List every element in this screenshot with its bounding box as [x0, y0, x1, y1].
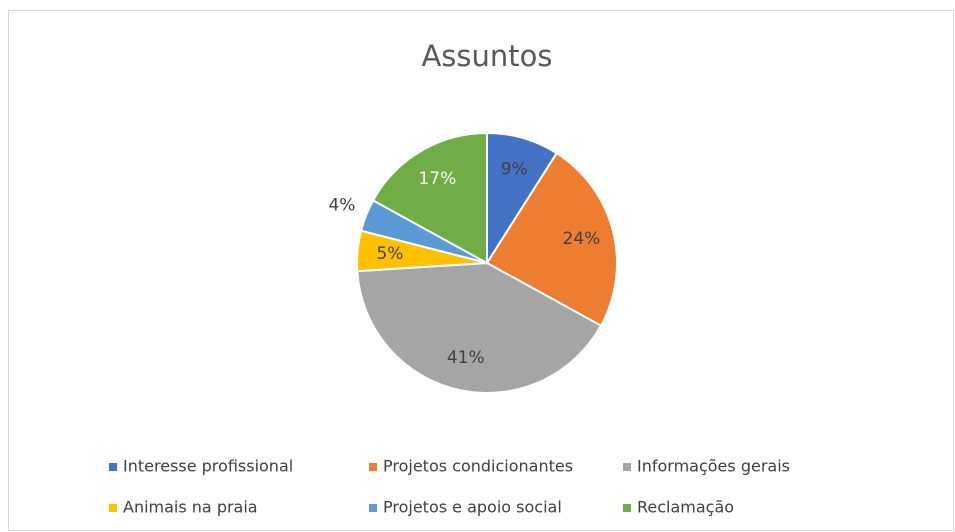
- pie-slice: [371, 131, 488, 265]
- data-label: 4%: [328, 196, 355, 216]
- legend-label: Reclamação: [637, 498, 734, 517]
- data-label: 5%: [376, 244, 403, 264]
- data-label: 24%: [563, 229, 601, 249]
- legend-swatch: [109, 463, 117, 471]
- legend-swatch: [623, 504, 631, 512]
- pie-slice: [485, 151, 618, 327]
- legend-swatch: [623, 463, 631, 471]
- chart-title: Assuntos: [421, 39, 552, 73]
- legend-label: Informações gerais: [637, 457, 790, 476]
- legend-label: Projetos condicionantes: [383, 457, 573, 476]
- pie-slice: [356, 261, 603, 394]
- legend-label: Interesse profissional: [123, 457, 293, 476]
- legend-label: Animais na praia: [123, 498, 258, 517]
- data-label: 41%: [447, 348, 485, 368]
- data-label: 9%: [501, 159, 528, 179]
- legend-swatch: [109, 504, 117, 512]
- legend-label: Projetos e apoio social: [383, 498, 562, 517]
- legend-swatch: [369, 504, 377, 512]
- legend-swatch: [369, 463, 377, 471]
- data-label: 17%: [418, 169, 456, 189]
